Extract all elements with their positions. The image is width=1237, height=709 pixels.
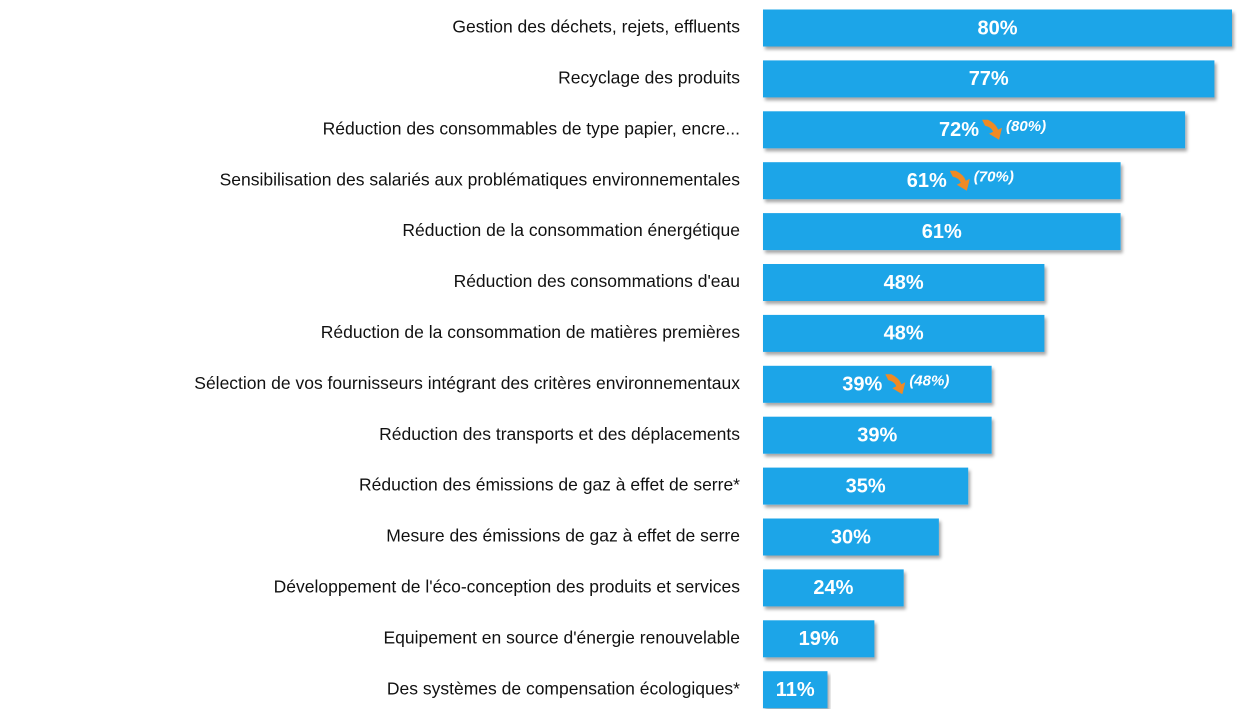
bar (763, 671, 828, 709)
value-label: 61% (907, 170, 947, 192)
bar (763, 365, 992, 403)
bar (763, 620, 875, 658)
value-label: 80% (977, 17, 1017, 39)
category-label: Sélection de vos fournisseurs intégrant … (194, 373, 740, 393)
value-label: 61% (922, 221, 962, 243)
category-label: Des systèmes de compensation écologiques… (387, 678, 740, 698)
trend-arrow (982, 119, 1003, 140)
value-label: 30% (831, 526, 871, 548)
bar (763, 314, 1045, 352)
category-label: Recyclage des produits (558, 68, 740, 88)
bar (763, 264, 1045, 301)
bar (763, 213, 1121, 251)
previous-value-label: (80%) (1006, 118, 1046, 135)
category-label: Réduction des consommables de type papie… (323, 118, 740, 138)
bar (763, 467, 969, 505)
category-label: Mesure des émissions de gaz à effet de s… (386, 526, 740, 546)
trend-arrow (949, 170, 970, 191)
category-label: Gestion des déchets, rejets, effluents (452, 17, 740, 37)
value-label: 39% (842, 374, 882, 396)
bar (763, 518, 939, 556)
category-label: Développement de l'éco-conception des pr… (274, 577, 741, 597)
category-label: Réduction des transports et des déplacem… (379, 424, 740, 444)
category-label: Equipement en source d'énergie renouvela… (383, 627, 740, 647)
previous-value-label: (70%) (974, 169, 1014, 186)
bar (763, 162, 1121, 200)
value-label: 19% (799, 628, 839, 650)
value-label: 48% (884, 323, 924, 345)
value-label: 24% (813, 577, 853, 599)
category-label: Réduction des émissions de gaz à effet d… (359, 475, 740, 495)
bar (763, 111, 1186, 149)
bar (763, 60, 1215, 98)
trend-arrow (885, 374, 906, 395)
category-label: Réduction de la consommation énergétique (402, 220, 740, 240)
value-label: 48% (884, 272, 924, 294)
category-label: Sensibilisation des salariés aux problém… (220, 169, 741, 189)
value-label: 39% (857, 424, 897, 446)
previous-value-label: (48%) (909, 372, 949, 389)
value-label: 11% (776, 679, 815, 701)
bar (763, 416, 992, 454)
value-label: 35% (846, 475, 886, 497)
category-label: Réduction de la consommation de matières… (321, 322, 740, 342)
bar (763, 569, 904, 607)
bar (763, 9, 1232, 47)
category-label: Réduction des consommations d'eau (454, 271, 740, 291)
value-label: 72% (939, 119, 979, 141)
value-label: 77% (969, 68, 1009, 90)
